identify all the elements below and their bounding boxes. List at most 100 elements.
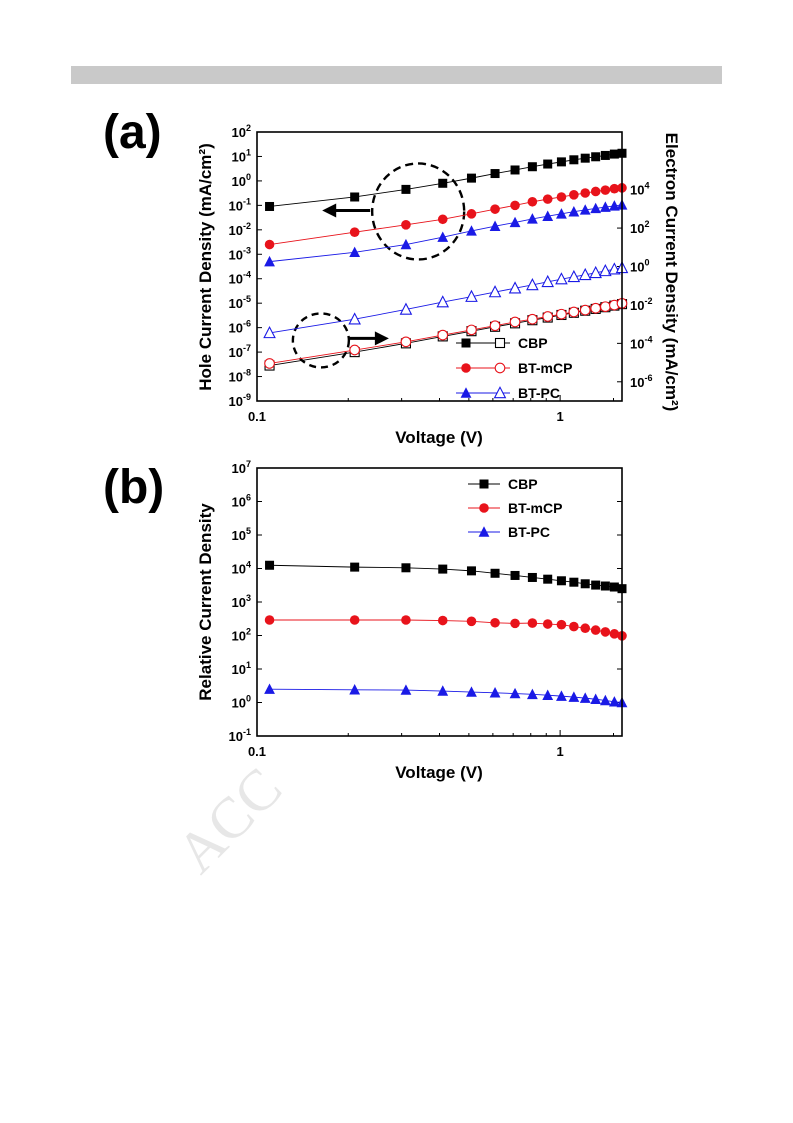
data-point-a-bt-mcp — [466, 209, 477, 219]
data-point-b-bt-mcp — [466, 616, 477, 627]
data-point-b-bt-mcp — [349, 615, 360, 625]
data-point-b-bt-pc — [509, 687, 521, 699]
data-point-a-cbp — [401, 184, 411, 194]
page-header-bar — [71, 66, 722, 84]
data-point-a-bt-pc — [599, 263, 612, 277]
data-point-a-cbp — [609, 149, 619, 159]
data-point-b-cbp — [350, 562, 360, 572]
data-point-a-cbp — [580, 153, 590, 163]
data-point-a-bt-pc — [589, 265, 602, 279]
data-point-b-bt-mcp — [437, 615, 448, 626]
data-point-b-cbp — [591, 580, 601, 590]
y-tick-label-a: 10-5 — [229, 294, 251, 311]
data-point-a-bt-mcp — [527, 196, 538, 207]
arrow-right-head — [374, 331, 389, 346]
data-point-a-bt-mcp — [569, 190, 579, 200]
y-tick-label-b: 101 — [232, 660, 251, 677]
data-point-a-bt-pc — [465, 289, 478, 302]
dashed-circle-left — [370, 162, 466, 261]
y-tick-label-a: 10-8 — [229, 368, 251, 385]
data-point-b-bt-pc — [590, 693, 602, 704]
data-point-a-bt-mcp — [437, 329, 449, 341]
y-tick-label-b: 102 — [232, 627, 251, 644]
data-point-a-bt-mcp — [600, 185, 611, 195]
data-point-b-bt-mcp — [542, 619, 553, 629]
data-point-a-bt-pc — [599, 201, 611, 212]
y-right-tick-label-a: 10-2 — [630, 296, 652, 313]
series-line-b-bt-pc — [269, 688, 623, 703]
legend-marker-filled-a — [461, 363, 471, 373]
data-point-a-bt-pc — [526, 213, 538, 224]
data-point-a-cbp — [350, 192, 360, 202]
y-tick-label-a: 10-4 — [229, 270, 251, 287]
data-point-a-bt-pc — [348, 312, 361, 325]
legend-label-b: CBP — [508, 476, 538, 492]
data-point-a-bt-mcp — [579, 304, 591, 316]
data-point-b-bt-mcp — [590, 625, 601, 635]
legend-label-b: BT-PC — [508, 524, 550, 540]
data-point-b-bt-mcp — [510, 618, 520, 629]
panel-a-annotations — [291, 162, 466, 369]
y-tick-label-a: 10-2 — [229, 221, 251, 238]
data-point-a-bt-mcp — [466, 324, 477, 336]
legend-marker-open-a — [493, 386, 507, 399]
panel-a-series — [263, 148, 629, 371]
data-point-b-cbp — [265, 560, 275, 570]
x-tick-label-a: 1 — [557, 409, 564, 424]
data-point-a-bt-mcp — [542, 311, 554, 322]
y-tick-label-a: 101 — [232, 147, 251, 164]
data-point-a-cbp — [265, 201, 275, 211]
data-point-a-bt-mcp — [609, 183, 620, 194]
data-point-b-bt-pc — [599, 694, 611, 706]
data-point-a-bt-pc — [555, 272, 568, 285]
data-point-a-bt-mcp — [264, 358, 275, 369]
data-point-a-bt-mcp — [542, 194, 553, 204]
data-point-a-cbp — [438, 178, 448, 188]
data-point-b-bt-pc — [349, 684, 361, 695]
y-axis-title-a: Hole Current Density (mA/cm²) — [196, 143, 215, 390]
data-point-b-cbp — [569, 577, 579, 587]
data-point-a-bt-pc — [399, 302, 413, 315]
data-point-a-bt-mcp — [264, 239, 275, 250]
series-line-a-bt-mcp-hole — [269, 187, 623, 245]
data-point-a-bt-mcp — [401, 220, 411, 230]
data-point-b-bt-pc — [608, 696, 620, 707]
legend-label-a: CBP — [518, 335, 548, 351]
legend-label-a: BT-mCP — [518, 360, 572, 376]
y-tick-label-b: 106 — [232, 493, 251, 510]
series-line-a-bt-pc-hole — [269, 204, 623, 263]
data-point-a-bt-pc — [489, 220, 501, 231]
data-point-b-cbp — [556, 576, 566, 586]
x-tick-label-b: 0.1 — [248, 744, 266, 759]
series-line-b-cbp — [269, 564, 623, 590]
y-tick-label-b: 107 — [232, 459, 251, 476]
data-point-b-cbp — [609, 582, 619, 592]
data-point-b-bt-mcp — [401, 615, 411, 625]
data-point-a-bt-mcp — [600, 301, 611, 313]
data-point-a-bt-mcp — [489, 320, 501, 332]
data-point-b-bt-pc — [579, 692, 591, 703]
data-point-b-cbp — [580, 579, 590, 589]
data-point-b-bt-pc — [526, 688, 538, 700]
data-point-a-bt-pc — [508, 281, 522, 294]
data-point-a-bt-pc — [466, 225, 477, 236]
data-point-a-bt-mcp — [400, 336, 412, 348]
legend-b: CBP BT-mCP BT-PC — [468, 476, 562, 540]
data-point-a-cbp — [466, 173, 476, 183]
data-point-b-cbp — [438, 564, 448, 574]
data-point-b-bt-mcp — [569, 621, 579, 632]
legend-marker-filled-a — [461, 338, 471, 348]
y-tick-label-a: 10-7 — [229, 343, 251, 360]
data-point-a-bt-pc — [567, 269, 581, 283]
legend-marker-open-a — [494, 337, 506, 349]
y-right-tick-label-a: 102 — [630, 219, 649, 236]
series-line-a-bt-pc-electron — [269, 267, 623, 334]
data-point-a-bt-mcp — [556, 308, 567, 320]
data-point-a-bt-pc — [400, 238, 412, 250]
data-point-a-bt-mcp — [437, 214, 448, 225]
data-point-a-cbp — [527, 162, 537, 172]
series-line-a-cbp-hole — [269, 152, 623, 207]
data-point-a-bt-pc — [437, 231, 449, 242]
data-point-a-bt-mcp — [510, 200, 520, 211]
